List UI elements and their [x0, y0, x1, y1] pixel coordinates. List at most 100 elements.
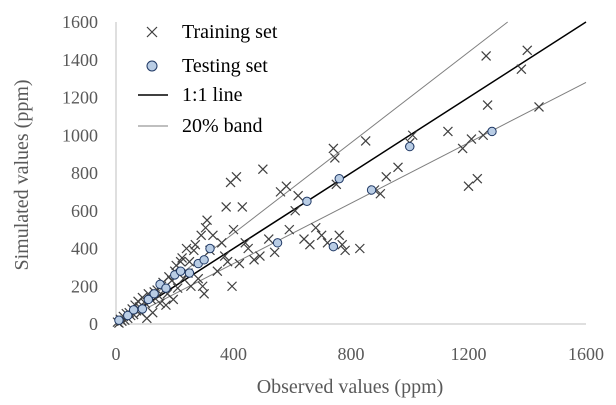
- y-tick-label: 200: [71, 276, 98, 296]
- x-axis-title: Observed values (ppm): [257, 376, 444, 398]
- x-tick-label: 1600: [568, 344, 604, 364]
- y-tick-label: 600: [71, 201, 98, 221]
- training-point: [534, 102, 544, 112]
- testing-point: [366, 185, 377, 195]
- training-point: [269, 247, 280, 258]
- training-point: [472, 173, 483, 184]
- testing-point: [334, 173, 344, 184]
- training-point: [281, 181, 292, 192]
- training-point: [181, 243, 192, 254]
- training-point: [407, 130, 418, 141]
- training-point: [375, 188, 386, 199]
- training-point: [337, 239, 348, 250]
- training-point: [237, 202, 248, 212]
- testing-point: [487, 126, 497, 137]
- training-point: [199, 288, 210, 299]
- x-tick-label: 400: [220, 344, 247, 364]
- training-point: [177, 253, 188, 263]
- legend-x-marker: [146, 26, 158, 38]
- training-point: [334, 230, 345, 241]
- training-point: [197, 281, 208, 292]
- testing-point: [405, 141, 415, 152]
- training-point: [228, 224, 239, 235]
- y-tick-label: 800: [71, 163, 98, 183]
- training-point: [190, 239, 201, 250]
- training-point: [257, 164, 268, 175]
- testing-point: [114, 315, 124, 325]
- training-point: [216, 237, 227, 248]
- legend-item-training: Training set: [146, 21, 278, 43]
- training-point: [219, 251, 230, 261]
- training-point: [193, 273, 204, 284]
- training-point: [482, 100, 493, 110]
- training-point: [522, 45, 533, 56]
- training-point: [329, 152, 340, 163]
- plot-area: [112, 21, 587, 328]
- legend-item-testing: Testing set: [146, 55, 268, 77]
- training-point: [196, 230, 207, 241]
- training-point: [221, 202, 232, 212]
- testing-point: [199, 255, 209, 265]
- testing-point: [205, 243, 215, 254]
- training-point: [393, 162, 403, 173]
- testing-point: [184, 268, 195, 278]
- training-point: [354, 243, 365, 254]
- x-tick-labels: 0 400 800 1200 1600: [112, 344, 605, 364]
- training-point: [443, 126, 453, 137]
- training-point: [184, 256, 195, 267]
- legend-item-line11: 1:1 line: [138, 84, 243, 106]
- one-to-one-line: [115, 21, 587, 325]
- training-point: [212, 266, 223, 277]
- testing-point: [161, 283, 171, 293]
- training-point: [340, 245, 351, 256]
- training-point: [188, 245, 199, 256]
- training-point: [249, 254, 259, 265]
- training-point: [457, 143, 468, 154]
- training-point: [222, 256, 233, 267]
- legend-label-training: Training set: [182, 21, 278, 43]
- legend-label-testing: Testing set: [182, 55, 268, 77]
- testing-point: [123, 310, 133, 321]
- training-point: [360, 135, 371, 146]
- testing-point: [302, 196, 312, 207]
- x-tick-label: 1200: [451, 344, 487, 364]
- training-point: [466, 134, 477, 144]
- training-point: [328, 143, 339, 154]
- training-point: [516, 64, 527, 75]
- training-point: [304, 239, 315, 250]
- y-tick-labels: 0 200 400 600 800 1000 1200 1400 1600: [62, 12, 98, 334]
- training-point: [463, 181, 474, 192]
- legend-item-band: 20% band: [138, 115, 263, 137]
- testing-markers: [114, 126, 497, 325]
- testing-point: [175, 266, 186, 276]
- y-tick-label: 1400: [62, 50, 98, 70]
- training-point: [243, 243, 254, 254]
- training-point: [172, 283, 183, 294]
- training-point: [155, 298, 165, 309]
- training-point: [227, 281, 237, 292]
- legend-label-line11: 1:1 line: [182, 84, 243, 106]
- training-point: [161, 300, 171, 311]
- testing-point: [143, 294, 154, 305]
- training-point: [202, 215, 212, 226]
- training-point: [147, 307, 158, 318]
- training-point: [240, 237, 251, 248]
- training-point: [234, 258, 245, 269]
- training-point: [168, 294, 179, 305]
- training-point: [381, 171, 392, 182]
- training-point: [481, 51, 492, 61]
- training-point: [478, 130, 489, 141]
- y-tick-label: 1000: [62, 125, 98, 145]
- training-point: [290, 205, 301, 216]
- legend-circle-marker: [146, 60, 158, 72]
- x-tick-label: 0: [112, 344, 121, 364]
- training-point: [208, 230, 218, 241]
- x-tick-label: 800: [338, 344, 365, 364]
- legend: Training set Testing set 1:1 line 20% ba…: [138, 21, 278, 137]
- y-tick-label: 400: [71, 239, 98, 259]
- y-tick-label: 0: [89, 314, 98, 334]
- testing-point: [272, 238, 283, 248]
- band-line: [115, 81, 587, 325]
- y-tick-label: 1600: [62, 12, 98, 32]
- testing-point: [128, 305, 139, 315]
